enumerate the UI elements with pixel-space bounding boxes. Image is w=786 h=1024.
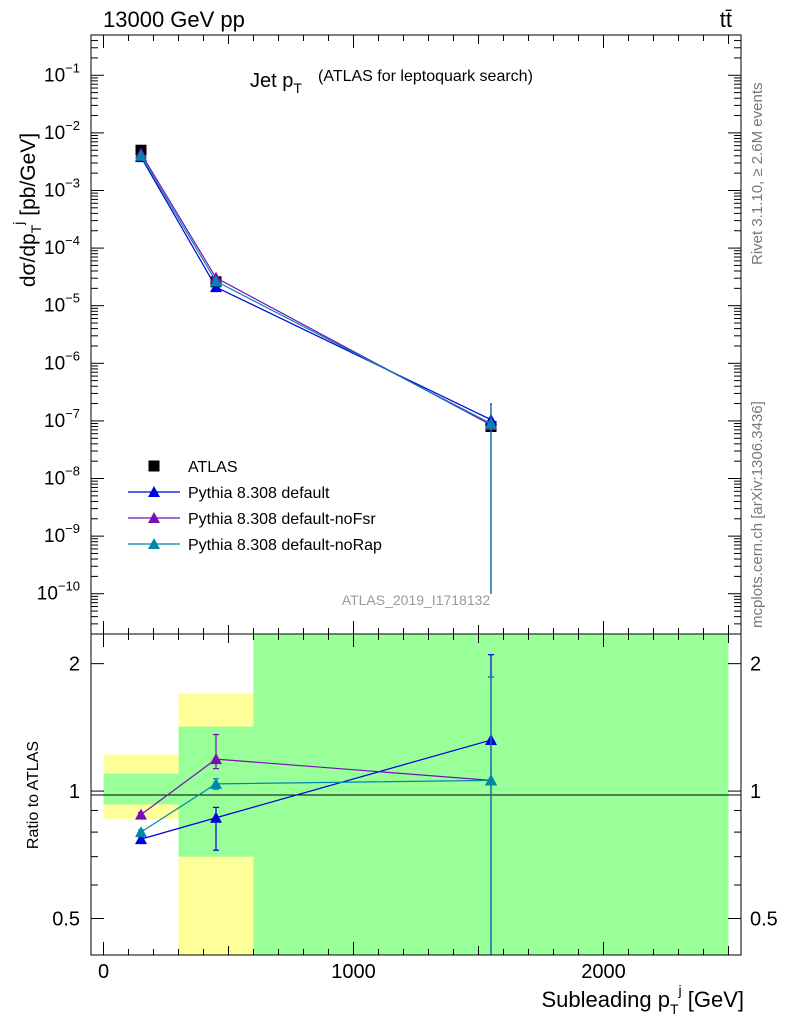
watermark: ATLAS_2019_I1718132 bbox=[342, 592, 491, 608]
ratio-y-tick-label-left: 1 bbox=[69, 781, 80, 803]
main-y-tick-label: 10−9 bbox=[44, 521, 80, 547]
main-y-tick-label: 10−7 bbox=[44, 406, 80, 432]
legend: ATLAS Pythia 8.308 default Pythia 8.308 de… bbox=[128, 459, 382, 554]
main-series-line bbox=[140, 156, 492, 421]
main-series-line bbox=[140, 153, 492, 426]
main-panel: 10−10 10−9 10−8 10−7 10−6 10−5 10−4 10−3 10−2 10−… bbox=[10, 34, 742, 635]
main-y-tick-label: 10−2 bbox=[44, 118, 80, 144]
legend-marker bbox=[148, 486, 160, 497]
main-data-point bbox=[210, 275, 222, 287]
main-title: Jet pT (ATLAS for leptoquark search) bbox=[250, 68, 533, 96]
main-y-tick-label: 10−1 bbox=[44, 60, 80, 86]
main-series-0 bbox=[135, 144, 497, 432]
svg-text:dσ/dpTj [pb/GeV]: dσ/dpTj [pb/GeV] bbox=[10, 133, 44, 287]
main-y-tick-label: 10−5 bbox=[44, 291, 80, 317]
main-y-tick-label: 10−4 bbox=[44, 233, 80, 259]
main-y-tick-label: 10−3 bbox=[44, 175, 80, 201]
ratio-data-point bbox=[210, 753, 222, 765]
ratio-tick-labels: 0.5 0.5 1 1 2 2 0 1000 2000 bbox=[52, 654, 778, 983]
x-axis-label: Subleading pTj [GeV] bbox=[542, 982, 745, 1017]
x-tick-label: 0 bbox=[98, 961, 109, 983]
ratio-y-tick-label-left: 0.5 bbox=[52, 909, 80, 931]
main-y-tick-labels: 10−10 10−9 10−8 10−7 10−6 10−5 10−4 10−3 10−2 10−… bbox=[37, 60, 80, 604]
ratio-series bbox=[135, 654, 497, 955]
legend-marker bbox=[148, 460, 160, 472]
svg-text:Subleading pTj [GeV]: Subleading pTj [GeV] bbox=[542, 982, 745, 1017]
legend-entry: Pythia 8.308 default-noFsr bbox=[128, 511, 376, 528]
ratio-frame bbox=[90, 633, 742, 956]
ratio-data-point bbox=[210, 811, 222, 823]
main-title-main: Jet pT bbox=[250, 70, 302, 96]
ratio-y-tick-label-right: 2 bbox=[750, 654, 761, 676]
x-tick-label: 2000 bbox=[581, 961, 626, 983]
ratio-band-green bbox=[103, 773, 179, 805]
legend-label: Pythia 8.308 default bbox=[188, 485, 330, 502]
main-data-point bbox=[210, 281, 222, 293]
main-series-line bbox=[140, 155, 492, 425]
legend-label: ATLAS bbox=[188, 459, 238, 476]
ratio-y-tick-label-left: 2 bbox=[69, 654, 80, 676]
ratio-panel: 0.5 0.5 1 1 2 2 0 1000 2000 Ratio to ATLAS bbox=[25, 633, 778, 983]
legend-entry: ATLAS bbox=[148, 459, 238, 476]
ratio-series-2 bbox=[135, 676, 497, 955]
ratio-data-point bbox=[135, 826, 147, 838]
process-label: tt̄ bbox=[720, 7, 732, 32]
main-data-point bbox=[135, 149, 147, 161]
legend-label: Pythia 8.308 default-noRap bbox=[188, 537, 382, 554]
ratio-ticks bbox=[91, 634, 741, 955]
ratio-data-point bbox=[485, 774, 497, 786]
x-tick-label: 1000 bbox=[331, 961, 376, 983]
main-data-point bbox=[485, 417, 497, 429]
main-ticks bbox=[91, 34, 741, 635]
main-series bbox=[135, 144, 497, 594]
ratio-data-point bbox=[135, 833, 147, 845]
legend-marker bbox=[148, 512, 160, 523]
rivet-label: Rivet 3.1.10, ≥ 2.6M events bbox=[749, 83, 766, 266]
legend-entry: Pythia 8.308 default bbox=[128, 485, 330, 502]
main-series-3 bbox=[135, 149, 497, 594]
ratio-y-tick-label-right: 1 bbox=[750, 781, 761, 803]
ratio-data-point bbox=[135, 808, 147, 820]
main-y-tick-label: 10−10 bbox=[37, 579, 80, 605]
main-y-tick-label: 10−8 bbox=[44, 464, 80, 490]
main-y-tick-label: 10−6 bbox=[44, 348, 80, 374]
ratio-y-axis-label: Ratio to ATLAS bbox=[25, 741, 42, 849]
mcplots-label: mcplots.cern.ch [arXiv:1306.3436] bbox=[749, 401, 766, 628]
legend-marker bbox=[148, 538, 160, 549]
legend-label: Pythia 8.308 default-noFsr bbox=[188, 511, 376, 528]
main-y-axis-label: dσ/dpTj [pb/GeV] bbox=[10, 133, 44, 287]
ratio-y-tick-label-right: 0.5 bbox=[750, 909, 778, 931]
legend-entry: Pythia 8.308 default-noRap bbox=[128, 537, 382, 554]
energy-label: 13000 GeV pp bbox=[103, 7, 245, 32]
ratio-data-point bbox=[210, 777, 222, 789]
main-title-sub: (ATLAS for leptoquark search) bbox=[318, 68, 533, 85]
